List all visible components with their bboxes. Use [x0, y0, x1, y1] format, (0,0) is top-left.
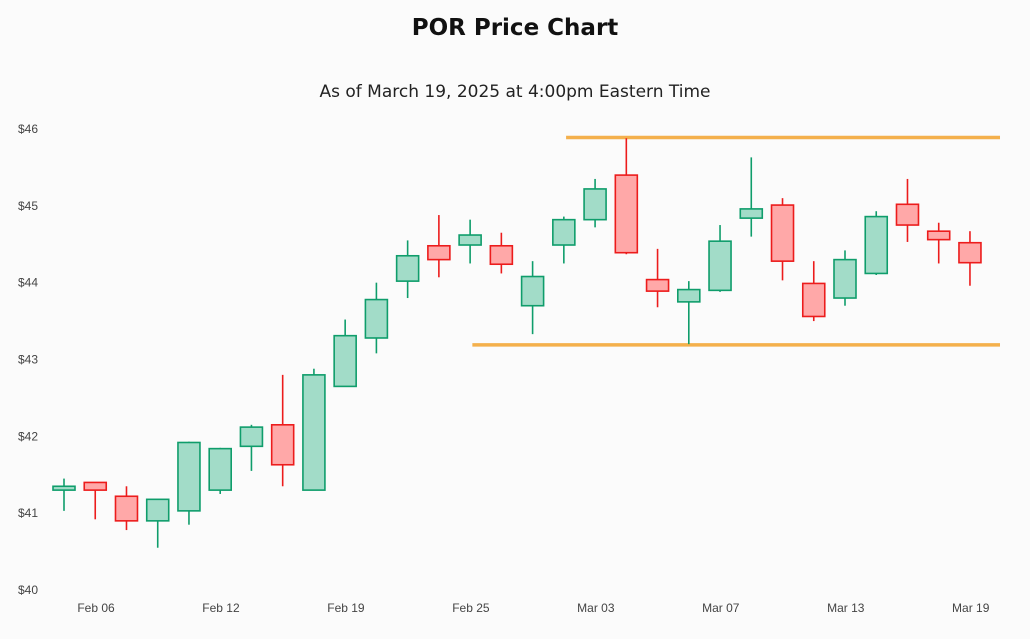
candle: [770, 198, 795, 281]
candle-body: [333, 334, 357, 388]
candle: [270, 374, 295, 487]
x-tick-label: Feb 12: [202, 601, 240, 615]
candle-body: [208, 447, 232, 491]
candle: [552, 216, 576, 264]
y-tick-label: $41: [18, 506, 38, 520]
candle-body: [833, 258, 857, 299]
candle-body: [645, 278, 670, 292]
candle-body: [958, 241, 982, 264]
x-tick-label: Mar 19: [952, 601, 990, 615]
candle: [645, 248, 670, 308]
candle-body: [427, 244, 451, 261]
candle-body: [926, 230, 951, 241]
candle: [239, 424, 264, 471]
candle-body: [801, 282, 826, 318]
candle-body: [895, 203, 920, 226]
y-axis: $46 $45 $44 $43 $42 $41 $40: [18, 122, 38, 597]
candle: [926, 222, 951, 264]
candle-body: [520, 275, 545, 307]
candle-body: [270, 424, 295, 466]
y-tick-label: $43: [18, 353, 38, 367]
candle: [614, 138, 639, 255]
candle: [801, 261, 826, 322]
candle-body: [83, 481, 108, 491]
x-axis: Feb 06 Feb 12 Feb 19 Feb 25 Mar 03 Mar 07 Mar …: [77, 601, 989, 615]
candle: [833, 250, 857, 306]
candle-body: [770, 204, 795, 262]
candle-body: [395, 254, 420, 282]
candle: [177, 441, 201, 525]
level-lines: [472, 135, 1000, 347]
candles: [52, 138, 982, 548]
candle-body: [364, 298, 389, 339]
candle-body: [676, 288, 701, 303]
candle-body: [52, 485, 76, 491]
candle: [520, 261, 545, 335]
y-tick-label: $40: [18, 583, 38, 597]
candle: [895, 178, 920, 242]
candle: [489, 232, 514, 274]
chart-title: POR Price Chart: [411, 15, 619, 41]
candle: [333, 319, 357, 388]
candle: [302, 368, 326, 491]
candle: [52, 478, 76, 511]
candle: [958, 231, 982, 286]
candle-body: [708, 240, 732, 292]
candle-body: [114, 495, 139, 522]
candle-body: [583, 188, 607, 221]
candle: [395, 240, 420, 299]
chart-subtitle: As of March 19, 2025 at 4:00pm Eastern T…: [319, 82, 711, 102]
candle-body: [177, 441, 201, 512]
candle: [114, 486, 139, 531]
x-tick-label: Mar 07: [702, 601, 740, 615]
candle: [458, 219, 482, 264]
x-tick-label: Feb 19: [327, 601, 365, 615]
candle: [583, 178, 607, 228]
y-tick-label: $46: [18, 122, 38, 136]
candle-body: [239, 426, 264, 448]
x-tick-label: Mar 13: [827, 601, 865, 615]
y-tick-label: $44: [18, 276, 38, 290]
candle: [676, 281, 701, 345]
candle: [427, 215, 451, 278]
candle: [739, 157, 764, 237]
candle-body: [739, 208, 764, 219]
candle-body: [864, 215, 889, 275]
candle-body: [302, 374, 326, 491]
candle-body: [145, 498, 170, 522]
x-tick-label: Feb 06: [77, 601, 115, 615]
candle: [364, 282, 389, 354]
candle: [145, 498, 170, 548]
candle-body: [614, 174, 639, 254]
y-tick-label: $42: [18, 429, 38, 443]
x-tick-label: Mar 03: [577, 601, 615, 615]
candle: [708, 225, 732, 292]
candle: [83, 481, 108, 520]
candle-body: [458, 234, 482, 246]
candle: [208, 447, 232, 494]
x-tick-label: Feb 25: [452, 601, 490, 615]
y-tick-label: $45: [18, 199, 38, 213]
candle: [864, 211, 889, 275]
candle-body: [552, 218, 576, 246]
candle-body: [489, 244, 514, 266]
